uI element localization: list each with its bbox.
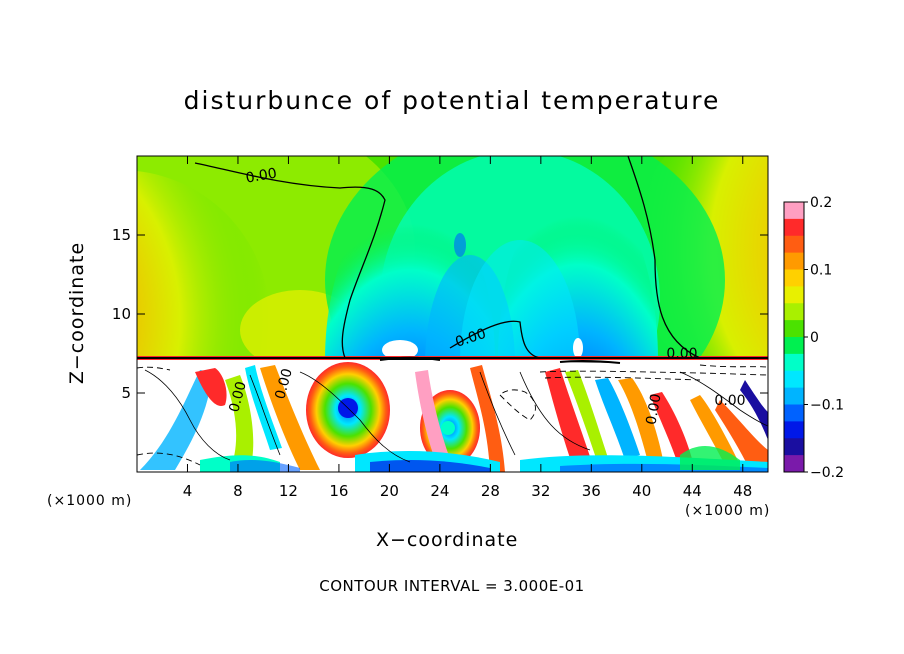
x-tick-label: 44 (683, 482, 702, 500)
contour-label: 0.00 (714, 393, 745, 409)
contour-interval-note: CONTOUR INTERVAL = 3.000E-01 (319, 577, 585, 595)
y-tick-label: 10 (112, 305, 131, 323)
y-tick-label: 15 (112, 226, 131, 244)
colorbar-swatch (784, 252, 804, 270)
colorbar-swatch (784, 337, 804, 355)
colorbar-tick-label: −0.1 (810, 398, 844, 414)
colorbar-swatch (784, 303, 804, 321)
colorbar-swatch (784, 218, 804, 237)
x-tick-label: 20 (380, 482, 399, 500)
x-tick-label: 24 (430, 482, 449, 500)
colorbar-swatch (784, 269, 804, 287)
x-tick-label: 36 (582, 482, 601, 500)
colorbar-swatch (784, 387, 804, 405)
heatmap-field (137, 156, 768, 472)
x-unit-label: (×1000 m) (685, 503, 771, 519)
y-tick-label: 5 (121, 384, 131, 402)
colorbar-swatch (784, 286, 804, 304)
colorbar-swatch (784, 404, 804, 422)
contour-label: 0.00 (226, 380, 250, 414)
colorbar-swatch (784, 455, 804, 473)
chart-title: disturbunce of potential temperature (183, 86, 721, 115)
contour-label: 0.00 (272, 367, 296, 401)
colorbar-tick-label: 0 (810, 330, 819, 346)
colorbar-tick-label: −0.2 (810, 465, 844, 481)
x-tick-label: 16 (329, 482, 348, 500)
x-tick-label: 4 (183, 482, 193, 500)
contour-label: 0.00 (245, 165, 278, 186)
colorbar-swatch (784, 421, 804, 439)
y-unit-label: (×1000 m) (47, 493, 133, 509)
x-tick-label: 12 (279, 482, 298, 500)
x-tick-label: 28 (481, 482, 500, 500)
x-tick-label: 8 (233, 482, 243, 500)
colorbar-tick-label: 0.1 (810, 263, 832, 279)
colorbar-swatch (784, 370, 804, 389)
colorbar-tick-label: 0.2 (810, 195, 832, 211)
contour-label: 0.00 (643, 393, 664, 426)
y-axis-label: Z−coordinate (66, 241, 88, 385)
colorbar-swatch (784, 202, 804, 220)
colorbar-swatch (784, 438, 804, 456)
x-tick-label: 40 (632, 482, 651, 500)
contour-label: 0.00 (666, 346, 697, 362)
x-axis-label: X−coordinate (376, 529, 519, 551)
colorbar-swatch (784, 320, 804, 338)
colorbar-swatch (784, 235, 804, 254)
x-tick-label: 48 (733, 482, 752, 500)
x-tick-label: 32 (531, 482, 550, 500)
colorbar-swatch (784, 353, 804, 372)
